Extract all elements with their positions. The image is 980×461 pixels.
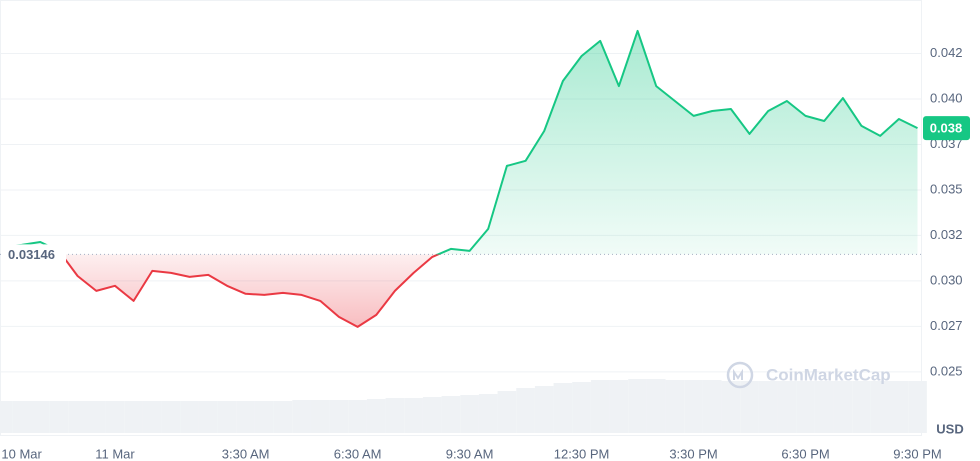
volume-bar	[441, 396, 461, 433]
x-tick-label: 10 Mar	[1, 446, 42, 461]
x-tick-label: 6:30 PM	[781, 446, 829, 461]
volume-bar	[609, 380, 629, 433]
y-tick-label: 0.027	[930, 318, 963, 333]
baseline-label: 0.03146	[8, 247, 55, 262]
volume-bar	[30, 401, 50, 433]
volume-bar	[572, 382, 591, 433]
volume-bar	[292, 400, 311, 433]
volume-bar	[478, 394, 498, 433]
volume-bar	[0, 401, 13, 433]
watermark: CoinMarketCap	[766, 365, 891, 384]
y-tick-label: 0.030	[930, 272, 963, 287]
x-tick-label: 11 Mar	[95, 446, 135, 461]
volume-bar	[329, 400, 349, 433]
volume-bar	[68, 401, 87, 433]
volume-bar	[161, 401, 181, 433]
volume-bar	[404, 398, 423, 433]
current-price-badge	[923, 116, 970, 141]
volume-bar	[273, 401, 293, 433]
volume-bar	[833, 381, 853, 433]
volume-bar	[908, 381, 927, 433]
volume-bar	[852, 381, 871, 433]
volume-bar	[889, 381, 909, 433]
volume-bar	[590, 380, 610, 433]
volume-bar	[721, 381, 741, 433]
volume-bar	[105, 401, 125, 433]
y-tick-label: 0.032	[930, 227, 963, 242]
x-tick-label: 9:30 PM	[893, 446, 941, 461]
price-area	[2, 30, 918, 327]
x-tick-label: 6:30 AM	[334, 446, 382, 461]
y-tick-label: 0.042	[930, 45, 963, 60]
volume-bar	[217, 401, 237, 433]
volume-bar	[553, 383, 573, 433]
volume-bar	[460, 395, 479, 433]
volume-bar	[236, 401, 255, 433]
volume-bar	[665, 380, 685, 433]
price-line	[2, 29, 918, 328]
volume-bar	[628, 379, 647, 433]
volume-bar	[740, 381, 759, 433]
x-tick-label: 3:30 PM	[669, 446, 717, 461]
x-tick-label: 3:30 AM	[222, 446, 270, 461]
volume-bar	[796, 381, 815, 433]
volume-bar	[366, 399, 386, 433]
volume-bar	[758, 381, 778, 433]
x-tick-label: 9:30 AM	[446, 446, 494, 461]
y-tick-label: 0.035	[930, 181, 963, 196]
volume-bar	[702, 380, 722, 433]
volume-bar	[254, 401, 274, 433]
axis-unit: USD	[936, 421, 963, 436]
volume-bar	[310, 400, 330, 433]
volume-bar	[516, 388, 535, 433]
volume-bar	[142, 401, 162, 433]
volume-bar	[348, 400, 367, 433]
volume-bar	[49, 401, 69, 433]
volume-bar	[12, 401, 31, 433]
volume-bar	[684, 380, 703, 433]
volume-bar	[814, 381, 834, 433]
volume-bar	[124, 401, 143, 433]
volume-bar	[777, 381, 797, 433]
volume-bar	[497, 391, 517, 433]
volume-bar	[198, 401, 218, 433]
current-price-label: 0.038	[930, 121, 963, 136]
baseline-label-bg	[2, 244, 66, 265]
volume-bar	[86, 401, 106, 433]
y-tick-label: 0.025	[930, 363, 963, 378]
volume-bar	[385, 398, 405, 433]
volume-bar	[180, 401, 199, 433]
plot-frame	[0, 0, 922, 436]
x-tick-label: 12:30 PM	[554, 446, 610, 461]
volume-bar	[646, 379, 666, 433]
volume-bar	[534, 386, 554, 433]
y-tick-label: 0.040	[930, 90, 963, 105]
volume-bar	[870, 381, 890, 433]
watermark-logo	[726, 361, 754, 389]
volume-bar	[422, 397, 442, 433]
